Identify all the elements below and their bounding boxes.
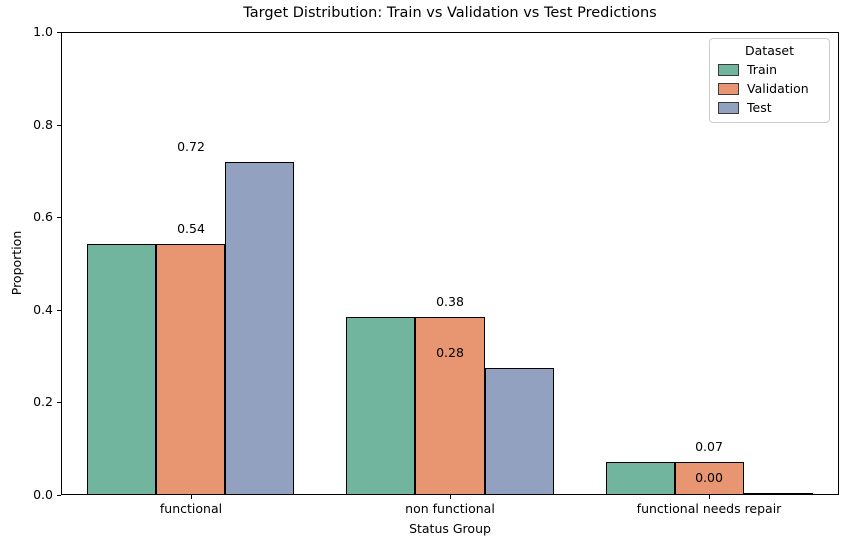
y-tick-label: 0.2 — [33, 394, 53, 409]
legend-label-validation: Validation — [747, 81, 809, 96]
bar-train-functional-needs-repair — [606, 462, 675, 495]
bar-validation-functional-needs-repair — [675, 462, 744, 495]
bar-test-functional — [225, 162, 294, 495]
validation-swatch-icon — [718, 83, 739, 95]
legend-label-train: Train — [747, 62, 777, 77]
x-axis-label: Status Group — [409, 521, 491, 536]
x-tick-label: functional needs repair — [636, 501, 782, 516]
bar-test-non-functional — [485, 368, 554, 495]
bar-validation-non-functional — [415, 317, 485, 495]
bar-train-non-functional — [346, 317, 415, 495]
x-tick-label: non functional — [405, 501, 495, 516]
test-swatch-icon — [718, 102, 739, 114]
legend-title: Dataset — [745, 43, 794, 58]
chart-title: Target Distribution: Train vs Validation… — [243, 5, 657, 21]
bar-value-label: 0.00 — [695, 470, 723, 485]
x-tick-mark — [191, 495, 192, 499]
legend-item-validation: Validation — [718, 82, 821, 96]
y-tick-mark — [57, 495, 61, 496]
y-tick-mark — [57, 217, 61, 218]
bar-test-functional-needs-repair — [744, 493, 813, 495]
bar-value-label: 0.54 — [177, 221, 205, 236]
legend: Dataset Train Validation Test — [709, 38, 830, 123]
y-axis-label: Proportion — [9, 230, 24, 296]
bar-value-label: 0.38 — [436, 294, 464, 309]
bar-value-label: 0.72 — [177, 139, 205, 154]
legend-label-test: Test — [747, 100, 772, 115]
x-tick-mark — [450, 495, 451, 499]
y-tick-mark — [57, 310, 61, 311]
y-tick-label: 0.8 — [33, 117, 53, 132]
bar-train-functional — [87, 244, 156, 495]
legend-item-test: Test — [718, 101, 821, 115]
legend-item-train: Train — [718, 63, 821, 77]
train-swatch-icon — [718, 64, 739, 76]
y-tick-mark — [57, 402, 61, 403]
bar-value-label: 0.28 — [436, 345, 464, 360]
y-tick-mark — [57, 125, 61, 126]
y-tick-label: 1.0 — [33, 24, 53, 39]
y-tick-label: 0.4 — [33, 302, 53, 317]
bar-validation-functional — [156, 244, 225, 495]
y-tick-label: 0.6 — [33, 209, 53, 224]
y-tick-mark — [57, 32, 61, 33]
x-tick-mark — [709, 495, 710, 499]
bar-value-label: 0.07 — [695, 439, 723, 454]
y-tick-label: 0.0 — [33, 487, 53, 502]
x-tick-label: functional — [159, 501, 223, 516]
